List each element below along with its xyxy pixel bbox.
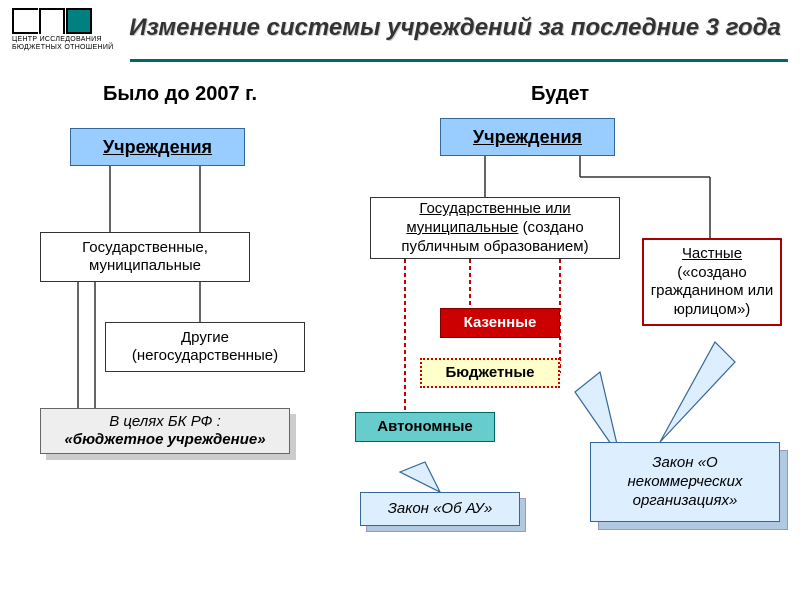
right-budget-node: Бюджетные	[420, 358, 560, 388]
logo-line2: БЮДЖЕТНЫХ ОТНОШЕНИЙ	[12, 44, 122, 52]
left-note-bold: «бюджетное учреждение»	[64, 431, 265, 450]
right-private-rest: («создано гражданином или юрлицом»)	[651, 264, 774, 320]
left-column-header: Было до 2007 г.	[70, 80, 290, 108]
right-gov-node: Государственные или муниципальные (созда…	[370, 197, 620, 259]
left-gov-node: Государственные, муниципальные	[40, 232, 250, 282]
right-column-header: Будет	[480, 80, 640, 108]
left-root-node: Учреждения	[70, 128, 245, 166]
law-nko-callout: Закон «О некоммерческих организациях»	[590, 442, 780, 522]
right-kazennye-node: Казенные	[440, 308, 560, 338]
right-root-node: Учреждения	[440, 118, 615, 156]
diagram-canvas: Было до 2007 г. Учреждения Государственн…	[0, 62, 800, 582]
left-note-prefix: В целях БК РФ :	[109, 413, 221, 432]
left-other-node: Другие (негосударственные)	[105, 322, 305, 372]
right-auton-node: Автономные	[355, 412, 495, 442]
right-private-underline: Частные	[682, 245, 742, 264]
header: ЦЕНТР ИССЛЕДОВАНИЯ БЮДЖЕТНЫХ ОТНОШЕНИЙ И…	[0, 0, 800, 55]
page-title: Изменение системы учреждений за последни…	[122, 8, 788, 42]
right-private-node: Частные («создано гражданином или юрлицо…	[642, 238, 782, 326]
law-au-callout: Закон «Об АУ»	[360, 492, 520, 526]
logo-line1: ЦЕНТР ИССЛЕДОВАНИЯ	[12, 36, 122, 44]
left-note-box: В целях БК РФ : «бюджетное учреждение»	[40, 408, 290, 454]
logo: ЦЕНТР ИССЛЕДОВАНИЯ БЮДЖЕТНЫХ ОТНОШЕНИЙ	[12, 8, 122, 51]
